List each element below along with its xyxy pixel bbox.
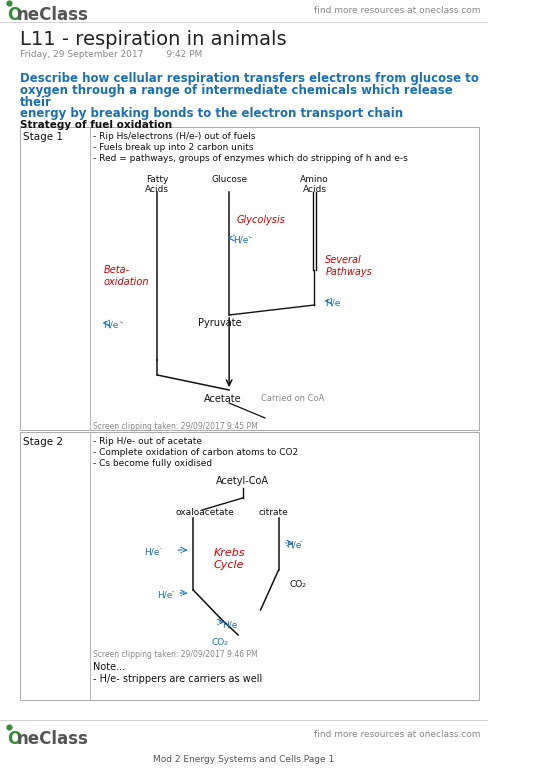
Text: Several
Pathways: Several Pathways <box>325 255 372 276</box>
Text: Amino
Acids: Amino Acids <box>300 175 329 194</box>
Text: 2: 2 <box>224 641 228 646</box>
Text: CO: CO <box>211 638 224 647</box>
Text: Fatty
Acids: Fatty Acids <box>145 175 169 194</box>
Text: Friday, 29 September 2017        9:42 PM: Friday, 29 September 2017 9:42 PM <box>20 50 202 59</box>
Text: - Rip H/e- out of acetate: - Rip H/e- out of acetate <box>93 437 203 446</box>
Text: Strategy of fuel oxidation: Strategy of fuel oxidation <box>20 120 172 130</box>
Text: find more resources at oneclass.com: find more resources at oneclass.com <box>314 6 481 15</box>
Text: find more resources at oneclass.com: find more resources at oneclass.com <box>314 730 481 739</box>
Text: Acetate: Acetate <box>204 394 242 404</box>
Text: H/e: H/e <box>233 235 248 244</box>
Text: - Fuels break up into 2 carbon units: - Fuels break up into 2 carbon units <box>93 143 254 152</box>
Text: H/e: H/e <box>157 590 173 599</box>
Text: ·-: ·- <box>247 233 252 242</box>
Text: -: - <box>172 588 174 594</box>
Text: neClass: neClass <box>16 730 88 748</box>
Text: H/e: H/e <box>286 540 301 549</box>
Text: citrate: citrate <box>259 508 288 517</box>
Text: - Complete oxidation of carbon atoms to CO2: - Complete oxidation of carbon atoms to … <box>93 448 299 457</box>
Text: oxygen through a range of intermediate chemicals which release: oxygen through a range of intermediate c… <box>20 84 452 97</box>
Text: Krebs
Cycle: Krebs Cycle <box>213 548 245 570</box>
Text: Carried on CoA: Carried on CoA <box>261 394 324 403</box>
Text: 2: 2 <box>302 583 306 588</box>
Text: O: O <box>7 730 21 748</box>
Text: H/e: H/e <box>325 298 340 307</box>
Text: - Rip Hs/electrons (H/e-) out of fuels: - Rip Hs/electrons (H/e-) out of fuels <box>93 132 256 141</box>
Text: Beta-
oxidation: Beta- oxidation <box>103 265 149 286</box>
Text: Pyruvate: Pyruvate <box>198 318 241 328</box>
Text: CO: CO <box>289 580 302 589</box>
Text: - Red = pathways, groups of enzymes which do stripping of h and e-s: - Red = pathways, groups of enzymes whic… <box>93 154 408 163</box>
Text: Describe how cellular respiration transfers electrons from glucose to: Describe how cellular respiration transf… <box>20 72 478 85</box>
Text: Glycolysis: Glycolysis <box>236 215 285 225</box>
Text: neClass: neClass <box>16 6 88 24</box>
Text: ·-: ·- <box>118 318 123 327</box>
Text: H/e: H/e <box>222 620 237 629</box>
Text: ·: · <box>158 545 161 554</box>
Text: Screen clipping taken: 29/09/2017 9:45 PM: Screen clipping taken: 29/09/2017 9:45 P… <box>93 422 258 431</box>
Text: L11 - respiration in animals: L11 - respiration in animals <box>20 30 286 49</box>
Text: - Cs become fully oxidised: - Cs become fully oxidised <box>93 459 212 468</box>
Text: Mod 2 Energy Systems and Cells Page 1: Mod 2 Energy Systems and Cells Page 1 <box>153 755 334 764</box>
Text: Glucose: Glucose <box>211 175 247 184</box>
Text: O: O <box>7 6 21 24</box>
Bar <box>20 432 479 700</box>
Text: their: their <box>20 96 52 109</box>
Text: H/e: H/e <box>144 547 159 556</box>
Text: Stage 1: Stage 1 <box>23 132 64 142</box>
Text: H/e: H/e <box>103 320 119 329</box>
Bar <box>20 127 479 430</box>
Text: Stage 2: Stage 2 <box>23 437 64 447</box>
Text: energy by breaking bonds to the electron transport chain: energy by breaking bonds to the electron… <box>20 107 403 120</box>
Text: -: - <box>300 538 302 544</box>
Text: Screen clipping taken: 29/09/2017 9:46 PM: Screen clipping taken: 29/09/2017 9:46 P… <box>93 650 258 659</box>
Text: Acetyl-CoA: Acetyl-CoA <box>216 476 269 486</box>
Text: - H/e- strippers are carriers as well: - H/e- strippers are carriers as well <box>93 674 263 684</box>
Text: Note...: Note... <box>93 662 125 672</box>
Text: oxaloacetate: oxaloacetate <box>175 508 234 517</box>
